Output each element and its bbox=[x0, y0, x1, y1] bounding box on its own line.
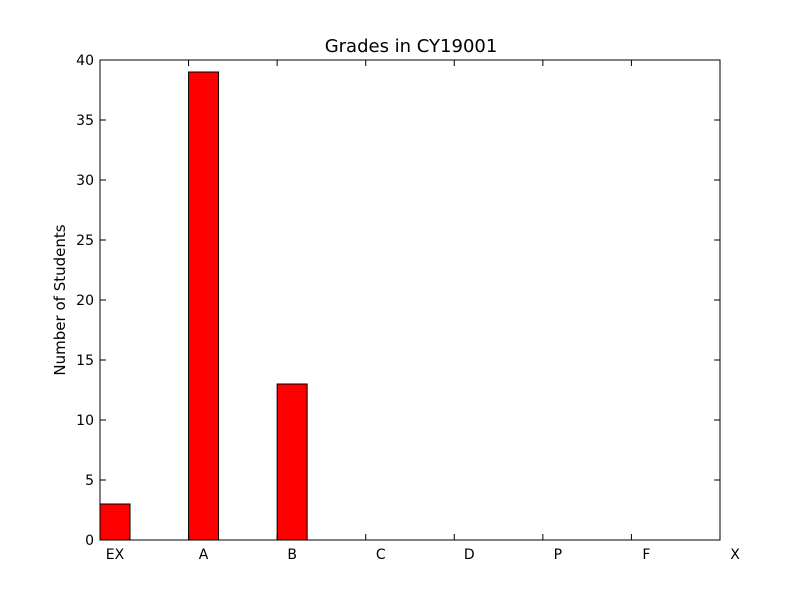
x-tick-label: A bbox=[199, 547, 209, 563]
bar-ex bbox=[99, 503, 131, 541]
y-tick-label: 40 bbox=[76, 53, 94, 69]
y-tick-labels: 0 5 10 15 20 25 30 35 40 bbox=[76, 53, 94, 549]
x-tick-label: D bbox=[464, 547, 475, 563]
y-tick-label: 5 bbox=[85, 473, 94, 489]
y-tick-label: 15 bbox=[76, 353, 94, 369]
x-tick-label: EX bbox=[106, 547, 125, 563]
bar-a bbox=[188, 71, 220, 541]
x-tick-label: F bbox=[642, 547, 650, 563]
x-tick-label: B bbox=[287, 547, 297, 563]
y-axis-title: Number of Students bbox=[51, 224, 69, 375]
y-tick-label: 20 bbox=[76, 293, 94, 309]
x-tick-label: P bbox=[554, 547, 562, 563]
y-tick-label: 30 bbox=[76, 173, 94, 189]
y-tick-label: 10 bbox=[76, 413, 94, 429]
x-tick-labels: EX A B C D P F X bbox=[106, 547, 740, 563]
y-tick-label: 0 bbox=[85, 533, 94, 549]
chart-title: Grades in CY19001 bbox=[325, 36, 498, 57]
x-tick-label: C bbox=[376, 547, 386, 563]
bar-b bbox=[276, 383, 308, 541]
ticks-layer bbox=[99, 59, 721, 541]
y-tick-label: 35 bbox=[76, 113, 94, 129]
x-tick-label: X bbox=[730, 547, 740, 563]
y-tick-label: 25 bbox=[76, 233, 94, 249]
bars-layer bbox=[99, 71, 308, 541]
